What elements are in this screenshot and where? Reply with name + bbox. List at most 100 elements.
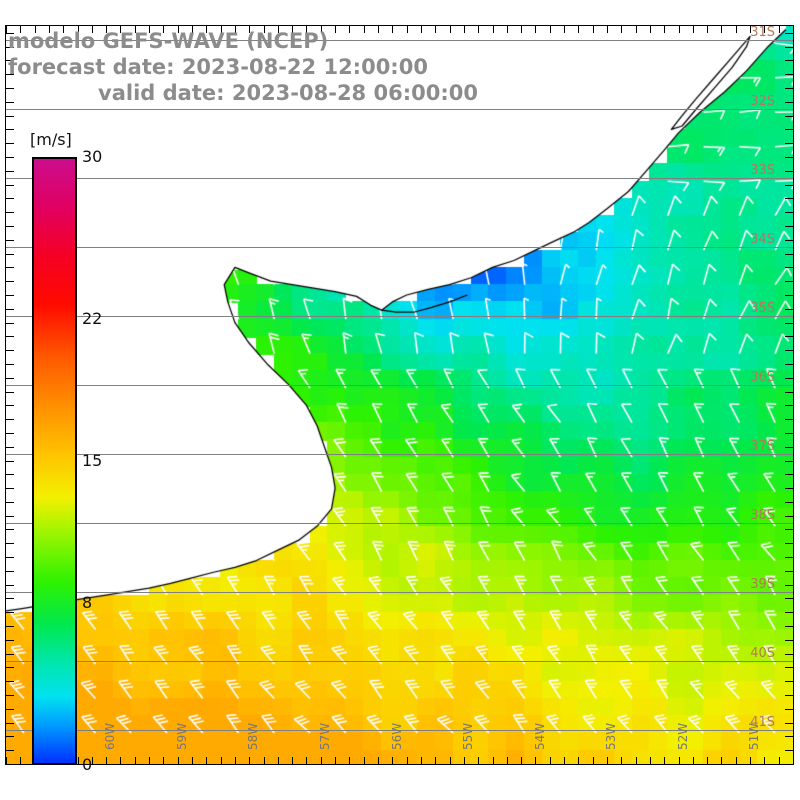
axis-tick bbox=[235, 757, 236, 764]
colorbar-gradient bbox=[32, 157, 77, 765]
axis-tick bbox=[278, 26, 279, 33]
axis-tick bbox=[578, 26, 579, 33]
axis-tick bbox=[578, 757, 579, 764]
axis-tick bbox=[664, 26, 665, 33]
gridline-lat-32S bbox=[6, 109, 793, 110]
lat-label-33S: 33S bbox=[750, 162, 775, 178]
axis-tick bbox=[6, 47, 14, 48]
axis-tick bbox=[6, 736, 14, 737]
axis-tick bbox=[163, 757, 164, 764]
axis-tick bbox=[750, 26, 751, 33]
axis-tick bbox=[785, 723, 793, 724]
axis-tick bbox=[6, 143, 14, 144]
axis-tick bbox=[785, 33, 793, 34]
axis-tick bbox=[421, 757, 422, 764]
axis-tick bbox=[478, 26, 479, 33]
axis-tick bbox=[785, 129, 793, 130]
axis-tick bbox=[785, 612, 793, 613]
axis-tick bbox=[564, 26, 565, 33]
axis-tick bbox=[249, 757, 250, 764]
axis-tick bbox=[6, 364, 14, 365]
axis-tick bbox=[421, 26, 422, 33]
axis-tick bbox=[135, 26, 136, 33]
axis-tick bbox=[636, 26, 637, 33]
axis-tick bbox=[779, 757, 780, 764]
axis-tick bbox=[785, 88, 793, 89]
axis-tick bbox=[292, 26, 293, 33]
axis-tick bbox=[621, 757, 622, 764]
axis-tick bbox=[6, 405, 14, 406]
axis-tick bbox=[785, 171, 793, 172]
lon-label-59W: 59W bbox=[174, 722, 189, 750]
axis-tick bbox=[464, 26, 465, 33]
axis-tick bbox=[785, 419, 793, 420]
gridline-lat-41S bbox=[6, 730, 793, 731]
gridline-lat-39S bbox=[6, 592, 793, 593]
axis-tick bbox=[235, 26, 236, 33]
axis-tick bbox=[764, 757, 765, 764]
axis-tick bbox=[785, 447, 793, 448]
axis-tick bbox=[178, 757, 179, 764]
axis-tick bbox=[785, 74, 793, 75]
axis-tick bbox=[6, 309, 14, 310]
axis-tick bbox=[6, 323, 14, 324]
axis-tick bbox=[785, 185, 793, 186]
axis-tick bbox=[120, 26, 121, 33]
axis-tick bbox=[6, 571, 14, 572]
gridline-lat-34S bbox=[6, 247, 793, 248]
lon-label-55W: 55W bbox=[461, 722, 476, 750]
map-plot-area[interactable]: 61W60W59W58W57W56W55W54W53W52W51W 31S32S… bbox=[5, 25, 794, 765]
axis-tick bbox=[6, 226, 14, 227]
axis-tick bbox=[6, 709, 14, 710]
axis-tick bbox=[264, 757, 265, 764]
axis-tick bbox=[6, 350, 14, 351]
axis-tick bbox=[721, 26, 722, 33]
axis-tick bbox=[378, 757, 379, 764]
axis-tick bbox=[392, 757, 393, 764]
axis-tick bbox=[6, 447, 14, 448]
axis-tick bbox=[335, 757, 336, 764]
axis-tick bbox=[6, 626, 14, 627]
axis-tick bbox=[6, 254, 14, 255]
axis-tick bbox=[464, 757, 465, 764]
axis-tick bbox=[785, 350, 793, 351]
axis-tick bbox=[521, 757, 522, 764]
axis-tick bbox=[392, 26, 393, 33]
axis-tick bbox=[149, 757, 150, 764]
axis-tick bbox=[221, 757, 222, 764]
axis-tick bbox=[163, 26, 164, 33]
axis-tick bbox=[785, 198, 793, 199]
axis-tick bbox=[785, 681, 793, 682]
axis-tick bbox=[6, 198, 14, 199]
axis-tick bbox=[535, 757, 536, 764]
axis-tick bbox=[607, 26, 608, 33]
axis-tick bbox=[6, 281, 14, 282]
axis-tick bbox=[120, 757, 121, 764]
gridline-lat-38S bbox=[6, 523, 793, 524]
axis-tick bbox=[106, 26, 107, 33]
axis-tick bbox=[6, 336, 14, 337]
axis-tick bbox=[785, 47, 793, 48]
axis-tick bbox=[6, 102, 14, 103]
axis-tick bbox=[785, 309, 793, 310]
axis-tick bbox=[764, 26, 765, 33]
axis-tick bbox=[6, 185, 14, 186]
axis-tick bbox=[736, 26, 737, 33]
axis-tick bbox=[785, 750, 793, 751]
axis-tick bbox=[407, 757, 408, 764]
axis-tick bbox=[435, 26, 436, 33]
axis-tick bbox=[793, 757, 794, 764]
axis-tick bbox=[550, 26, 551, 33]
axis-tick bbox=[6, 750, 14, 751]
axis-tick bbox=[478, 757, 479, 764]
lat-label-32S: 32S bbox=[750, 93, 775, 109]
lat-label-35S: 35S bbox=[750, 300, 775, 316]
axis-tick bbox=[785, 267, 793, 268]
axis-tick bbox=[6, 419, 14, 420]
axis-tick bbox=[407, 26, 408, 33]
axis-tick bbox=[206, 26, 207, 33]
wind-speed-heatmap-canvas[interactable] bbox=[6, 26, 793, 764]
lon-label-57W: 57W bbox=[317, 722, 332, 750]
axis-tick bbox=[6, 157, 14, 158]
axis-tick bbox=[264, 26, 265, 33]
